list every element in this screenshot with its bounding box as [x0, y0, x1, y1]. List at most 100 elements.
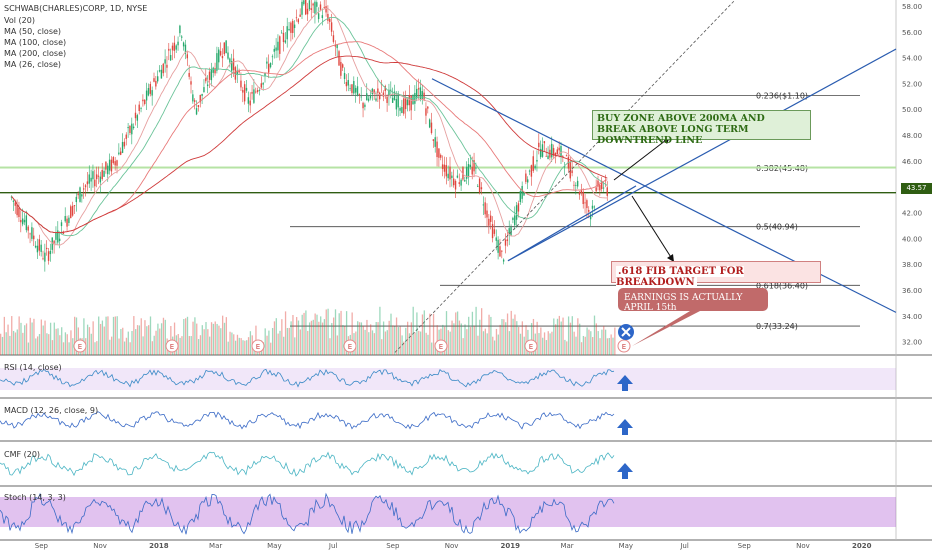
candle-body — [453, 178, 455, 186]
candle-body — [464, 180, 466, 182]
volume-bar — [138, 325, 141, 355]
candle-body — [554, 152, 557, 157]
candle-body — [95, 174, 98, 180]
current-price-tag: 43.57 — [901, 183, 932, 194]
volume-bar — [225, 317, 227, 355]
candle-body — [440, 154, 442, 158]
volume-bar — [408, 333, 411, 355]
candle-body — [460, 179, 462, 186]
stoch-label: Stoch (14, 3, 3) — [4, 493, 66, 502]
candle-body — [560, 146, 562, 157]
candle-body — [547, 155, 549, 160]
candle-body — [36, 245, 39, 253]
volume-bar — [284, 311, 287, 355]
candle-body — [367, 98, 370, 101]
candle-body — [231, 61, 233, 71]
volume-bar — [190, 336, 192, 355]
candle-body — [225, 40, 227, 54]
volume-bar — [540, 327, 542, 355]
candle-body — [29, 233, 31, 235]
candle-body — [221, 56, 224, 59]
volume-bar — [592, 337, 594, 355]
breakdown-arrow-line — [631, 195, 675, 263]
volume-bar — [94, 342, 96, 355]
candle-body — [491, 224, 494, 239]
volume-bar — [310, 320, 313, 355]
candle-body — [275, 47, 277, 51]
candle-body — [153, 78, 155, 82]
volume-bar — [381, 339, 383, 355]
candle-body — [373, 89, 375, 94]
volume-bar — [451, 320, 453, 355]
x-tick-label: Nov — [796, 542, 810, 550]
volume-bar — [27, 342, 30, 355]
candle-body — [16, 204, 18, 216]
earnings-marker-label: E — [348, 343, 352, 351]
volume-bar — [419, 331, 422, 355]
volume-bar — [120, 329, 122, 355]
volume-bar — [564, 339, 566, 355]
candle-body — [227, 52, 229, 59]
y-tick-label: 56.00 — [902, 29, 922, 37]
candle-body — [262, 82, 264, 85]
volume-bar — [397, 327, 400, 355]
candle-body — [84, 185, 87, 188]
volume-bar — [212, 323, 215, 355]
candle-body — [234, 67, 237, 80]
volume-bar — [525, 325, 527, 355]
candle-body — [47, 251, 50, 261]
volume-bar — [157, 323, 159, 355]
volume-bar — [571, 316, 573, 355]
volume-bar — [384, 331, 387, 355]
volume-bar — [149, 316, 152, 355]
candle-body — [528, 170, 531, 172]
candle-body — [482, 204, 485, 206]
earnings-marker — [251, 339, 265, 353]
candle-body — [299, 14, 301, 17]
volume-bar — [33, 318, 35, 355]
volume-bar — [247, 337, 250, 355]
volume-bar — [484, 328, 486, 355]
volume-bar — [37, 336, 39, 355]
earnings-marker-label: E — [529, 343, 533, 351]
y-tick-label: 40.00 — [902, 235, 922, 243]
volume-bar — [334, 309, 337, 355]
volume-bar — [55, 328, 57, 355]
volume-bar — [455, 312, 457, 355]
volume-bar — [458, 320, 461, 355]
volume-bar — [603, 325, 605, 355]
volume-bar — [569, 322, 572, 355]
volume-bar — [395, 317, 398, 355]
candle-body — [578, 192, 581, 195]
candle-body — [362, 102, 364, 109]
candle-body — [23, 219, 26, 223]
candle-body — [349, 88, 351, 90]
candle-body — [144, 99, 146, 104]
volume-bar — [16, 329, 18, 355]
earnings-annotation: EARNINGS IS ACTUALLY APRIL 15th — [618, 288, 768, 313]
candle-body — [536, 159, 538, 162]
candle-body — [258, 89, 261, 91]
volume-bar — [9, 335, 11, 355]
candle-body — [177, 41, 179, 46]
volume-bar — [392, 325, 394, 355]
volume-bar — [66, 334, 68, 355]
candle-body — [323, 7, 325, 8]
volume-bar — [234, 340, 237, 355]
volume-bar — [523, 336, 525, 355]
candle-body — [53, 240, 55, 244]
candle-body — [312, 3, 314, 6]
candle-body — [456, 175, 459, 178]
volume-bar — [148, 325, 150, 355]
x-tick-label: Sep — [35, 542, 49, 550]
candle-body — [301, 1, 303, 15]
candle-body — [364, 104, 366, 107]
candle-body — [175, 45, 177, 50]
candle-body — [46, 247, 48, 250]
volume-bar — [183, 319, 185, 355]
candle-body — [58, 238, 61, 242]
candle-body — [138, 104, 140, 111]
uptrend-line — [507, 48, 897, 262]
candle-body — [390, 89, 392, 91]
